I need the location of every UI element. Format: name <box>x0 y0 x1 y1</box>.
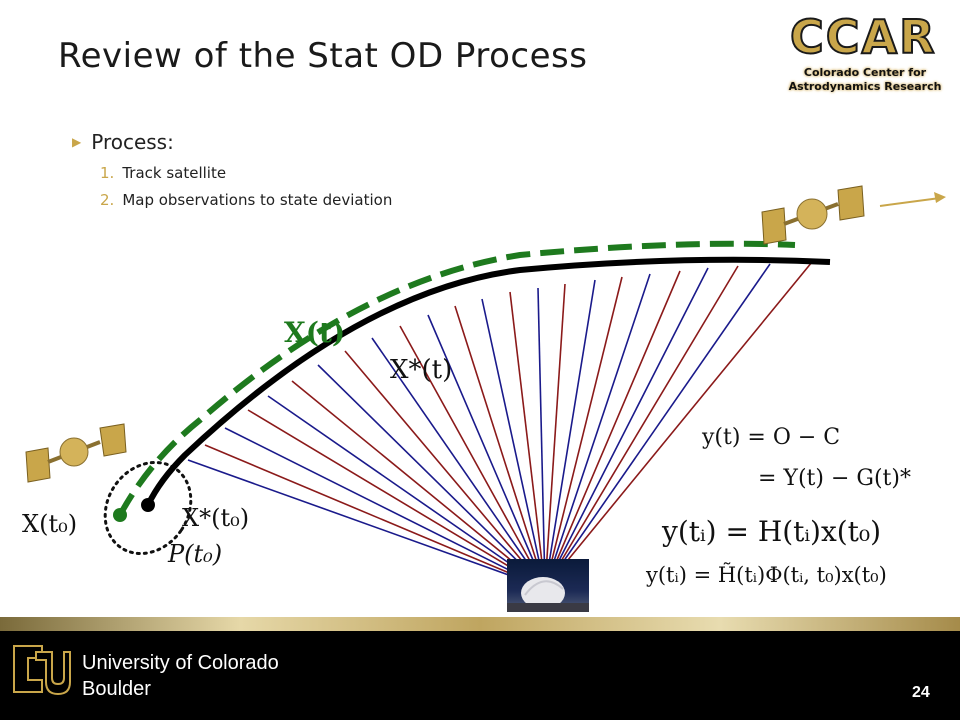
observation-ray <box>224 427 546 589</box>
label-covariance: P(t₀) <box>168 540 223 568</box>
observation-ray <box>544 261 813 589</box>
satellite-left-icon <box>25 423 127 483</box>
equation-observation-map: y(tᵢ) = H(tᵢ)x(t₀) <box>662 515 882 548</box>
observation-ray <box>544 263 771 589</box>
university-name-line1: University of Colorado <box>82 652 279 674</box>
university-name: University of Colorado Boulder <box>82 650 279 702</box>
ccar-subtitle-line2: Astrodynamics Research <box>788 80 942 93</box>
observation-rays <box>187 261 813 589</box>
observation-ray <box>317 364 546 589</box>
sub-bullet-item: 2. Map observations to state deviation <box>100 187 392 214</box>
reference-orbit <box>145 256 831 507</box>
label-true-state: X(t) <box>284 316 346 349</box>
bullet-main-text: Process: <box>91 130 174 154</box>
label-true-initial-state: X(t₀) <box>22 510 78 538</box>
bullet-arrow-icon: ▶ <box>72 135 82 149</box>
bullet-sublist: 1. Track satellite 2. Map observations to … <box>100 160 392 214</box>
observation-ray <box>537 287 546 589</box>
reference-initial-state <box>141 498 155 512</box>
equation-observation-map-expanded: y(tᵢ) = H̃(tᵢ)Φ(tᵢ, t₀)x(t₀) <box>646 563 887 587</box>
observation-ray <box>454 305 546 589</box>
observation-ray <box>544 270 681 589</box>
observation-ray <box>509 291 546 589</box>
sub-bullet-number: 1. <box>100 164 115 182</box>
observation-ray <box>267 395 546 589</box>
true-orbit <box>117 240 796 517</box>
observation-ray <box>544 265 739 589</box>
true-initial-state <box>113 508 127 522</box>
observation-ray <box>544 267 709 589</box>
covariance-ellipse <box>103 460 193 556</box>
label-reference-initial-state: X*(t₀) <box>182 504 250 532</box>
label-reference-state: X*(t) <box>390 355 453 385</box>
equation-residual: y(t) = O − C <box>702 425 841 450</box>
observation-ray <box>344 350 546 589</box>
observation-ray <box>371 337 546 589</box>
observation-ray <box>544 273 651 589</box>
satellite-right-icon <box>761 185 865 245</box>
observation-ray <box>544 276 623 589</box>
university-name-line2: Boulder <box>82 678 151 700</box>
sub-bullet-item: 1. Track satellite <box>100 160 392 187</box>
footer-bar <box>0 617 960 720</box>
ccar-subtitle-line1: Colorado Center for <box>803 66 927 79</box>
observation-ray <box>399 325 546 589</box>
observation-ray <box>544 279 596 589</box>
sub-bullet-number: 2. <box>100 191 115 209</box>
cu-logo-icon <box>13 645 71 696</box>
footer-gold-band <box>0 617 960 631</box>
sub-bullet-text: Track satellite <box>122 164 227 182</box>
bullet-list: ▶ Process: 1. Track satellite 2. Map obser… <box>72 130 392 214</box>
observation-ray <box>427 314 546 589</box>
ground-station-image <box>507 559 589 612</box>
ccar-logo: CCAR Colorado Center for Astrodynamics R… <box>780 8 955 98</box>
page-number: 24 <box>912 684 930 701</box>
equation-residual-expanded: = Y(t) − G(t)* <box>758 466 911 491</box>
bullet-main: ▶ Process: <box>72 130 392 154</box>
observation-ray <box>247 409 546 589</box>
observation-ray <box>187 459 546 589</box>
ccar-logo-text: CCAR <box>789 9 937 65</box>
observation-ray <box>291 380 546 589</box>
observation-ray <box>204 444 546 589</box>
motion-arrow-icon <box>879 192 946 207</box>
slide-title: Review of the Stat OD Process <box>58 36 588 76</box>
observation-ray <box>544 283 566 589</box>
ccar-logo-subtitle: Colorado Center for Astrodynamics Resear… <box>780 66 950 94</box>
observation-ray <box>481 298 546 589</box>
sub-bullet-text: Map observations to state deviation <box>122 191 393 209</box>
